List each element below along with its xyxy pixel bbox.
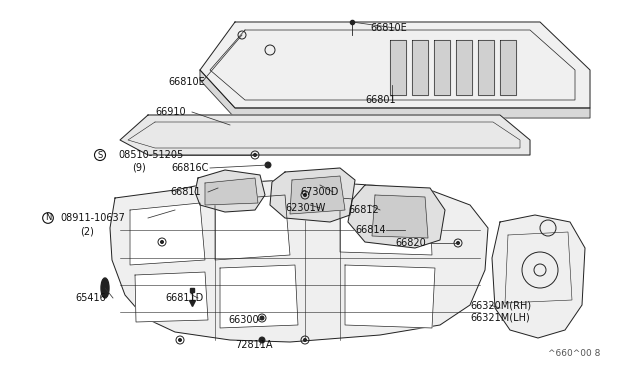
Polygon shape [290,176,345,214]
Text: 67300D: 67300D [300,187,339,197]
Circle shape [303,339,307,341]
Polygon shape [345,265,435,328]
Circle shape [179,339,182,341]
Polygon shape [135,272,208,322]
Text: S: S [97,151,102,160]
Polygon shape [500,40,516,95]
Polygon shape [372,195,428,238]
Text: 66300: 66300 [228,315,259,325]
Ellipse shape [101,278,109,298]
Text: 66811: 66811 [170,187,200,197]
Polygon shape [205,178,258,205]
Polygon shape [478,40,494,95]
Text: 72811A: 72811A [235,340,273,350]
Polygon shape [200,22,590,108]
Circle shape [303,193,307,196]
Polygon shape [434,40,450,95]
Polygon shape [348,185,445,248]
Polygon shape [195,170,265,212]
Polygon shape [215,195,290,260]
Circle shape [265,162,271,168]
Text: 08510-51205: 08510-51205 [118,150,183,160]
Text: (9): (9) [132,163,146,173]
Polygon shape [110,180,488,342]
Text: 66910: 66910 [155,107,186,117]
Polygon shape [120,115,530,155]
Text: 66811D: 66811D [165,293,204,303]
Text: ^660^00 8: ^660^00 8 [548,349,600,358]
Circle shape [260,316,264,320]
Polygon shape [130,203,205,265]
Text: 66814: 66814 [355,225,386,235]
Text: 62301W: 62301W [285,203,325,213]
Text: 66812: 66812 [348,205,379,215]
Polygon shape [340,198,432,255]
Circle shape [259,337,265,343]
Polygon shape [390,40,406,95]
Text: 65416: 65416 [75,293,106,303]
Text: 66816C: 66816C [171,163,209,173]
Circle shape [253,154,257,157]
Circle shape [161,241,163,244]
Text: 66810E: 66810E [370,23,407,33]
Text: 66320M(RH): 66320M(RH) [470,300,531,310]
Text: 66321M(LH): 66321M(LH) [470,313,530,323]
Polygon shape [220,265,298,328]
Polygon shape [270,168,355,222]
Text: N: N [45,214,51,222]
Text: 08911-10637: 08911-10637 [60,213,125,223]
Text: 66801: 66801 [365,95,396,105]
Text: 66810E: 66810E [168,77,205,87]
Text: 66820: 66820 [395,238,426,248]
Circle shape [456,241,460,244]
Polygon shape [456,40,472,95]
Polygon shape [412,40,428,95]
Text: (2): (2) [80,227,94,237]
Polygon shape [492,215,585,338]
Polygon shape [200,70,590,118]
